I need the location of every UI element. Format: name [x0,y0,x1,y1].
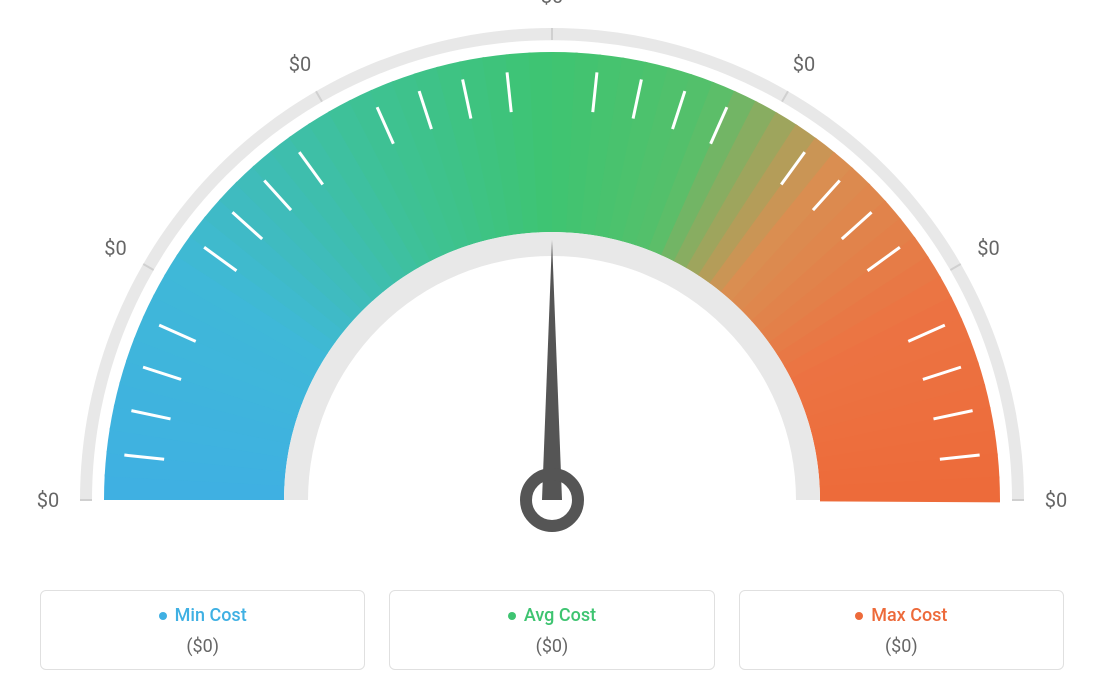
gauge-tick-label: $0 [793,52,815,76]
dot-icon [855,612,863,620]
gauge-tick-label: $0 [104,236,126,260]
gauge-chart: $0 $0 $0 $0 $0 $0 $0 [0,0,1104,560]
legend-label: Max Cost [871,605,947,626]
legend-label: Min Cost [175,605,247,626]
dot-icon [508,612,516,620]
gauge-tick-label: $0 [289,52,311,76]
legend-card-min: Min Cost ($0) [40,590,365,671]
legend-value: ($0) [400,636,703,657]
legend-value: ($0) [51,636,354,657]
legend-title-min: Min Cost [159,605,247,626]
legend-title-avg: Avg Cost [508,605,596,626]
gauge-tick-label: $0 [37,488,59,512]
gauge-tick-label: $0 [541,0,563,8]
legend-card-max: Max Cost ($0) [739,590,1064,671]
gauge-tick-label: $0 [977,236,999,260]
legend-label: Avg Cost [524,605,596,626]
dot-icon [159,612,167,620]
gauge-svg [0,0,1104,560]
legend-card-avg: Avg Cost ($0) [389,590,714,671]
legend-value: ($0) [750,636,1053,657]
gauge-tick-label: $0 [1045,488,1067,512]
legend-row: Min Cost ($0) Avg Cost ($0) Max Cost ($0… [40,590,1064,671]
legend-title-max: Max Cost [855,605,947,626]
